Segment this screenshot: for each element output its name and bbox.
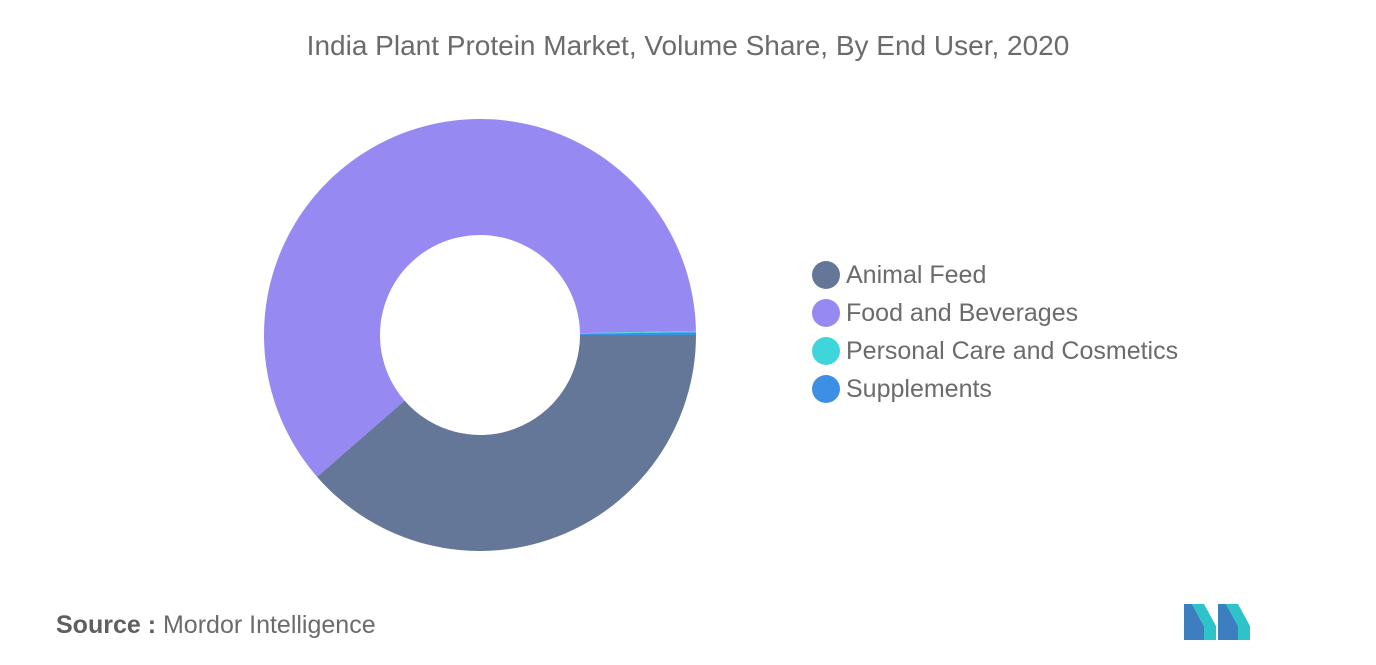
legend-label: Animal Feed <box>846 260 987 289</box>
legend-swatch-supplements <box>812 375 840 403</box>
chart-legend: Animal Feed Food and Beverages Personal … <box>812 256 1178 408</box>
legend-swatch-personal-care <box>812 337 840 365</box>
legend-swatch-animal-feed <box>812 261 840 289</box>
legend-item-food-and-beverages: Food and Beverages <box>812 294 1178 332</box>
source-note: Source : Mordor Intelligence <box>56 611 376 640</box>
legend-item-animal-feed: Animal Feed <box>812 256 1178 294</box>
legend-item-supplements: Supplements <box>812 370 1178 408</box>
legend-label: Supplements <box>846 374 992 403</box>
legend-swatch-food-and-beverages <box>812 299 840 327</box>
donut-slice-personal-care <box>579 330 696 334</box>
source-text: Mordor Intelligence <box>162 611 376 639</box>
donut-slice-animal-feed <box>317 335 696 551</box>
mordor-intelligence-logo-icon <box>1184 604 1250 640</box>
legend-label: Personal Care and Cosmetics <box>846 336 1179 365</box>
donut-slice-food-and-beverages <box>264 118 696 477</box>
donut-slice-supplements <box>579 332 696 335</box>
legend-label: Food and Beverages <box>846 298 1079 327</box>
legend-item-personal-care: Personal Care and Cosmetics <box>812 332 1178 370</box>
chart-title: India Plant Protein Market, Volume Share… <box>306 30 1070 61</box>
source-label: Source : <box>56 611 157 639</box>
